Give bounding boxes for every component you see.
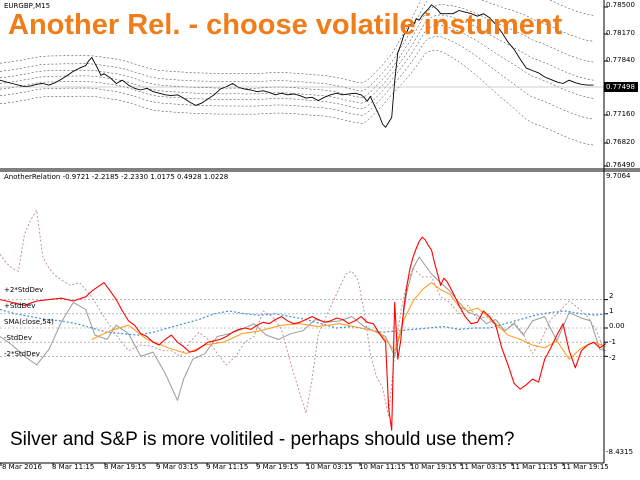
indicator-series	[0, 209, 607, 431]
indicator-max-value: 9.7064	[606, 172, 631, 180]
price-tick: 0.78500	[606, 1, 635, 9]
envelope-band	[0, 50, 594, 146]
level-tick: 1	[609, 307, 614, 315]
indicator-header: AnotherRelation -0.9721 -2.2185 -2.2330 …	[4, 173, 229, 181]
stddev-levels	[0, 299, 608, 357]
envelope-band	[0, 24, 594, 110]
level-label-minus2: -2*StdDev	[4, 350, 40, 358]
time-label: 9 Mar 11:15	[206, 463, 249, 471]
time-label: 10 Mar 03:15	[306, 463, 353, 471]
envelope-band	[0, 0, 594, 84]
level-tick: 2	[609, 292, 614, 300]
price-tick: 0.77160	[606, 110, 635, 118]
level-label-sma: SMA(close,54)	[4, 318, 54, 326]
level-tick: -2	[609, 354, 616, 362]
envelope-band	[0, 4, 594, 98]
price-tick: 0.78170	[606, 29, 635, 37]
price-grid	[604, 6, 608, 167]
time-label: 9 Mar 19:15	[256, 463, 299, 471]
headline-annotation: Another Rel. - choose volatile instument	[8, 9, 563, 41]
level-label-plus1: +StdDev	[4, 302, 36, 310]
time-label: 8 Mar 19:15	[104, 463, 147, 471]
time-label: 10 Mar 11:15	[359, 463, 406, 471]
envelope-band	[0, 36, 594, 120]
envelope-center	[0, 14, 594, 104]
symbol-label: EURGBP,M15	[4, 2, 51, 10]
level-tick: -1	[609, 338, 616, 346]
price-tick: 0.76490	[606, 161, 635, 169]
indicator-min-value: -8.4315	[606, 448, 634, 456]
level-tick: 0.00	[609, 322, 625, 330]
envelope-bands	[0, 0, 594, 146]
current-price-tag: 0.77498	[604, 82, 638, 92]
level-label-plus2: +2*StdDev	[4, 286, 44, 294]
comment-annotation: Silver and S&P is more volitiled - perha…	[10, 429, 515, 450]
time-label: 11 Mar 03:15	[460, 463, 507, 471]
time-label: 9 Mar 03:15	[156, 463, 199, 471]
price-tick: 0.77840	[606, 56, 635, 64]
time-label: 8 Mar 2016	[2, 463, 42, 471]
time-label: 11 Mar 11:15	[511, 463, 558, 471]
price-series	[0, 4, 594, 128]
time-label: 8 Mar 11:15	[52, 463, 95, 471]
level-label-minus1: -StdDev	[4, 334, 32, 342]
time-label: 11 Mar 19:15	[562, 463, 609, 471]
envelope-band	[0, 0, 594, 92]
time-ticks	[0, 463, 564, 466]
time-label: 10 Mar 19:15	[410, 463, 457, 471]
price-line	[0, 4, 594, 128]
price-tick: 0.76820	[606, 138, 635, 146]
another-relation-line	[0, 236, 607, 431]
